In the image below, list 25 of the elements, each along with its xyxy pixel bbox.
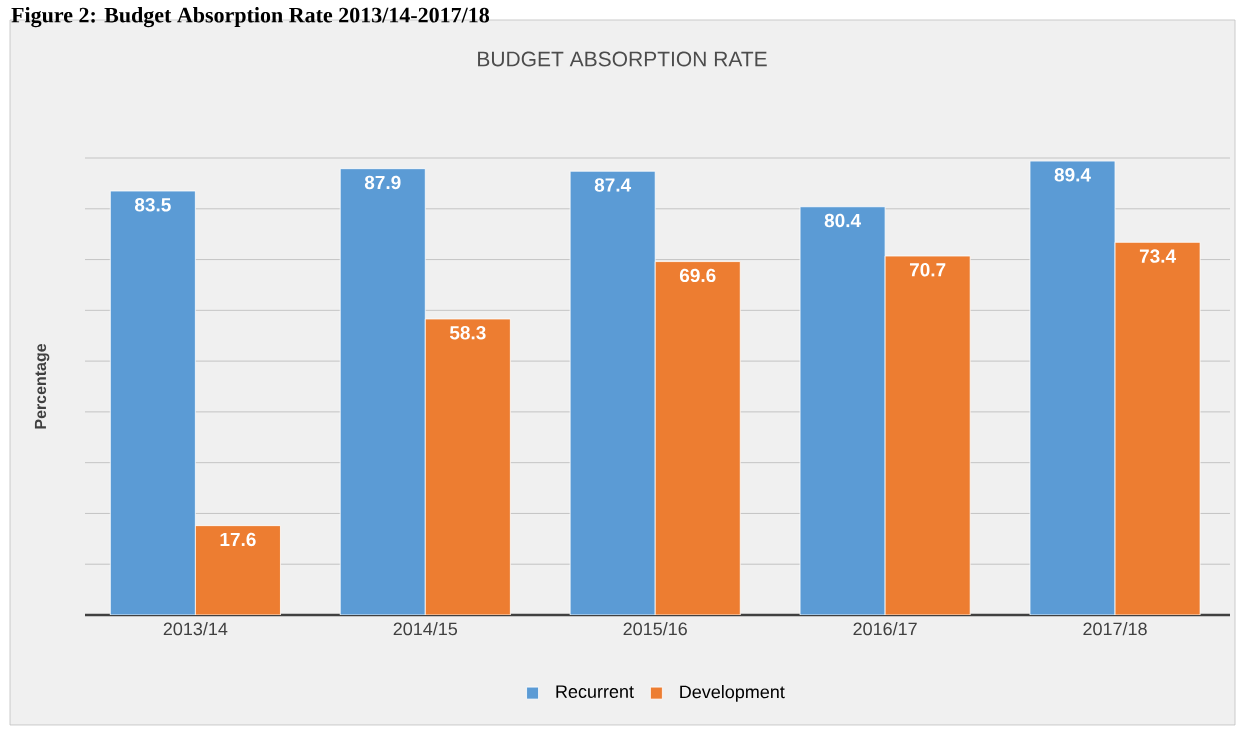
data-label: 69.6 xyxy=(679,268,716,283)
data-label: 70.7 xyxy=(909,263,946,277)
data-label: 58.3 xyxy=(449,326,486,340)
bar xyxy=(654,261,741,615)
x-tick-label: 2017/18 xyxy=(1083,622,1147,636)
x-tick-label: 2016/17 xyxy=(853,622,917,636)
y-axis-title: Percentage xyxy=(34,343,50,429)
data-label: 17.6 xyxy=(220,532,256,547)
x-tick-label: 2015/16 xyxy=(623,622,687,636)
chart-title: BUDGET ABSORPTION RATE xyxy=(478,51,767,67)
data-label: 83.5 xyxy=(134,198,171,212)
bar xyxy=(884,255,971,615)
data-label: 89.4 xyxy=(1054,168,1091,182)
caption: Figure 2: Budget Absorption Rate 2013/14-2017/18 xyxy=(11,7,490,28)
legend-label: Recurrent xyxy=(556,685,634,698)
data-label: 80.4 xyxy=(824,213,861,228)
data-label: 87.9 xyxy=(364,175,401,190)
data-label: 87.4 xyxy=(594,178,632,192)
x-tick-label: 2014/15 xyxy=(393,622,458,636)
data-label: 73.4 xyxy=(1139,249,1176,263)
bar xyxy=(1114,241,1201,615)
x-tick-label: 2013/14 xyxy=(163,622,228,636)
bar xyxy=(194,525,281,615)
legend-label: Development xyxy=(680,685,785,702)
bar xyxy=(424,318,511,615)
